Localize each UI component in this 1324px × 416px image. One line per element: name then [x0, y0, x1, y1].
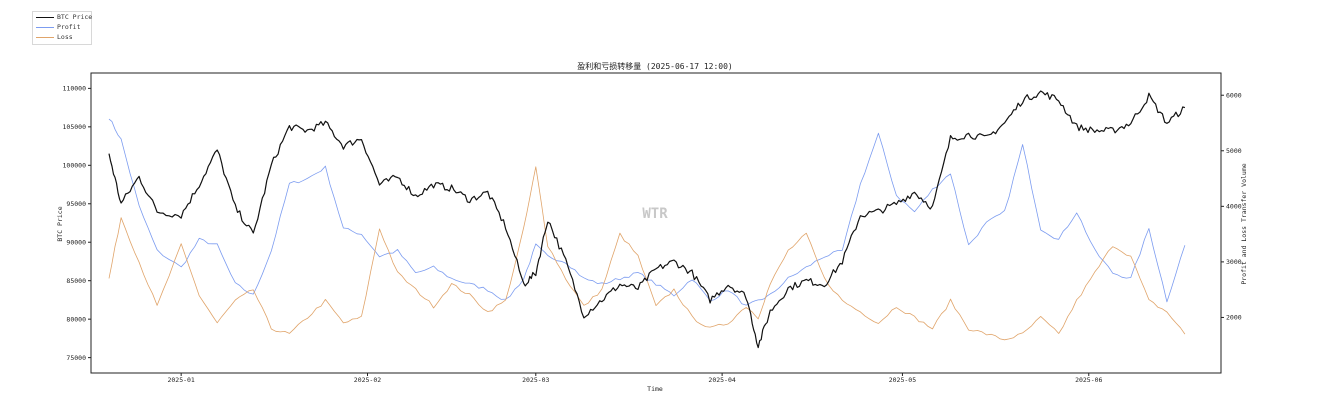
x-tick-label: 2025-01	[167, 376, 194, 384]
y-left-tick-label: 90000	[66, 239, 86, 247]
x-tick-label: 2025-05	[889, 376, 916, 384]
y-right-tick-label: 2000	[1226, 314, 1242, 322]
y-left-tick-label: 80000	[66, 315, 86, 323]
y-axis-right-label: Profit and Loss Transfer Volume	[1240, 163, 1248, 284]
legend-item-btc-price: BTC Price	[36, 13, 92, 22]
y-axis-right-ticks: 2000 3000 4000 5000 6000	[1221, 92, 1242, 322]
legend-item-profit: Profit	[36, 23, 92, 32]
legend-swatch	[36, 17, 54, 18]
legend-swatch	[36, 37, 54, 38]
y-left-tick-label: 75000	[66, 354, 86, 362]
series-line-btc-price	[108, 90, 1186, 349]
y-right-tick-label: 5000	[1226, 147, 1242, 155]
y-right-tick-label: 4000	[1226, 203, 1242, 211]
y-left-tick-label: 85000	[66, 277, 86, 285]
y-right-tick-label: 3000	[1226, 258, 1242, 266]
chart-title: 盈利和亏损转移量 (2025-06-17 12:00)	[577, 61, 733, 71]
legend-label: Loss	[57, 33, 73, 41]
x-tick-label: 2025-04	[708, 376, 735, 384]
x-tick-label: 2025-06	[1075, 376, 1102, 384]
legend-swatch	[36, 27, 54, 28]
y-axis-left-ticks: 75000 80000 85000 90000 95000 100000 105000 110…	[63, 85, 91, 362]
y-axis-left-label: BTC Price	[56, 206, 64, 241]
legend-item-loss: Loss	[36, 33, 92, 42]
y-left-tick-label: 110000	[63, 85, 87, 93]
legend: BTC Price Profit Loss	[32, 11, 92, 45]
x-axis-ticks: 2025-01 2025-02 2025-03 2025-04 2025-05 2025-…	[167, 373, 1103, 384]
y-left-tick-label: 100000	[63, 162, 87, 170]
plot-lines	[108, 90, 1186, 349]
legend-label: Profit	[57, 23, 81, 31]
x-tick-label: 2025-03	[522, 376, 549, 384]
plot-frame	[90, 72, 1222, 374]
y-right-tick-label: 6000	[1226, 92, 1242, 100]
x-axis-label: Time	[647, 385, 663, 393]
y-left-tick-label: 105000	[63, 123, 87, 131]
legend-label: BTC Price	[57, 13, 93, 21]
x-tick-label: 2025-02	[354, 376, 381, 384]
watermark: WTR	[642, 206, 668, 222]
y-left-tick-label: 95000	[66, 200, 86, 208]
